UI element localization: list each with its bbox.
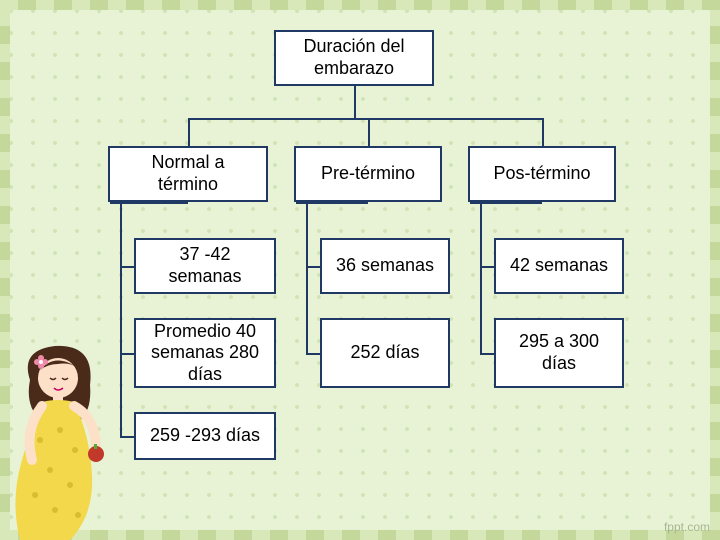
- node-col1-child0: 36 semanas: [320, 238, 450, 294]
- connector-h: [480, 202, 542, 204]
- connector-h: [296, 202, 306, 204]
- connector-h: [188, 118, 542, 120]
- node-col0-header: Normal atérmino: [108, 146, 268, 202]
- connector-v: [542, 118, 544, 146]
- slide-background: Duración delembarazo Normal atérmino Pre-t…: [0, 0, 720, 540]
- connector-h: [480, 353, 494, 355]
- node-col0-child2: 259 -293 días: [134, 412, 276, 460]
- connector-h: [110, 202, 120, 204]
- connector-v: [306, 202, 308, 353]
- node-col0-child0: 37 -42semanas: [134, 238, 276, 294]
- connector-h: [120, 202, 188, 204]
- connector-h: [306, 266, 320, 268]
- connector-h: [120, 266, 134, 268]
- connector-h: [120, 436, 134, 438]
- node-col2-header: Pos-término: [468, 146, 616, 202]
- connector-h: [120, 353, 134, 355]
- connector-v: [354, 86, 356, 118]
- connector-v: [368, 118, 370, 146]
- connector-h: [306, 202, 368, 204]
- pregnant-woman-icon: [0, 340, 120, 540]
- watermark: fppt.com: [664, 520, 710, 534]
- connector-v: [120, 202, 122, 436]
- frame-top: [0, 0, 720, 10]
- frame-right: [710, 10, 720, 530]
- node-col1-header: Pre-término: [294, 146, 442, 202]
- node-root: Duración delembarazo: [274, 30, 434, 86]
- connector-h: [480, 266, 494, 268]
- node-col1-child1: 252 días: [320, 318, 450, 388]
- connector-h: [306, 353, 320, 355]
- connector-h: [470, 202, 480, 204]
- node-col2-child0: 42 semanas: [494, 238, 624, 294]
- node-col2-child1: 295 a 300días: [494, 318, 624, 388]
- node-col0-child1: Promedio 40semanas 280días: [134, 318, 276, 388]
- connector-v: [188, 118, 190, 146]
- connector-v: [480, 202, 482, 353]
